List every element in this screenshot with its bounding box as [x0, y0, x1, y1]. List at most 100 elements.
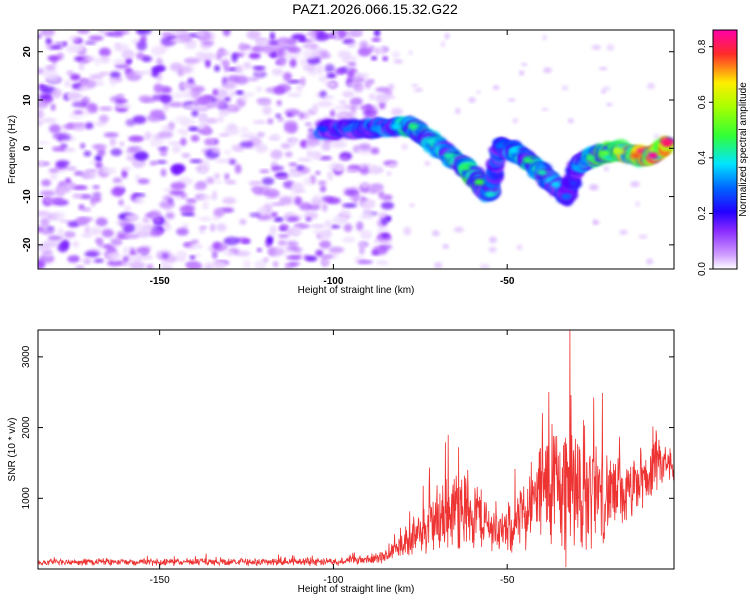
- spectrogram-noise-blob: [369, 183, 384, 192]
- spectrogram-noise-blob: [296, 165, 304, 171]
- spectrogram-noise-blob: [319, 185, 327, 193]
- spectrogram-noise-blob: [231, 144, 243, 152]
- spectrogram-noise-blob: [160, 86, 172, 94]
- spectrogram-noise-blob: [170, 38, 183, 43]
- spectrogram-noise-blob: [134, 195, 145, 205]
- spectrogram-noise-blob: [255, 68, 264, 76]
- spectrogram-signal-point: [495, 142, 506, 149]
- spectrogram-signal-point: [571, 164, 582, 171]
- spectrogram-noise-blob: [284, 265, 293, 269]
- spectrogram-noise-blob: [77, 30, 90, 34]
- spectrogram-noise-blob: [84, 251, 99, 258]
- spectrogram-noise-blob: [353, 82, 364, 93]
- spectrogram-noise-blob: [125, 118, 136, 127]
- spectrogram-noise-blob: [170, 182, 186, 190]
- spectrogram-noise-blob: [101, 167, 117, 175]
- spectrogram-noise-blob: [47, 55, 61, 62]
- spectrogram-noise-blob: [300, 77, 306, 87]
- spectrogram-noise-blob: [468, 97, 476, 103]
- spectrogram-noise-blob: [337, 111, 347, 120]
- spectrogram-noise-blob: [283, 120, 298, 130]
- spectrogram-noise-blob: [349, 100, 358, 105]
- spectrogram-noise-blob: [280, 250, 295, 256]
- spectrogram-signal-point: [342, 126, 353, 132]
- spectrogram-noise-blob: [234, 164, 242, 174]
- spectrogram-noise-blob: [342, 90, 355, 98]
- spectrogram-x-axis-label: Height of straight line (km): [298, 285, 415, 296]
- spectrogram-noise-blob: [161, 252, 169, 259]
- colorbar-tick-label: 0.0: [697, 262, 708, 276]
- spectrogram-noise-blob: [234, 64, 244, 74]
- snr-x-tick-label: -100: [323, 575, 343, 586]
- spectrogram-noise-blob: [128, 135, 145, 142]
- spectrogram-noise-blob: [41, 117, 57, 124]
- spectrogram-noise-blob: [319, 240, 331, 249]
- spectrogram-noise-blob: [593, 220, 601, 225]
- spectrogram-noise-blob: [328, 162, 344, 171]
- spectrogram-noise-blob: [315, 249, 324, 257]
- spectrogram-noise-blob: [315, 64, 324, 75]
- spectrogram-noise-blob: [189, 159, 203, 164]
- spectrogram-noise-blob: [507, 98, 516, 102]
- spectrogram-noise-blob: [271, 165, 285, 171]
- spectrogram-noise-blob: [542, 34, 548, 41]
- spectrogram-noise-blob: [40, 94, 52, 100]
- spectrogram-noise-blob: [58, 188, 65, 197]
- spectrogram-noise-blob: [215, 158, 229, 164]
- spectrogram-noise-blob: [373, 30, 381, 37]
- spectrogram-noise-blob: [127, 215, 139, 221]
- spectrogram-signal-point: [484, 191, 495, 198]
- spectrogram-noise-blob: [222, 30, 231, 37]
- spectrogram-noise-blob: [338, 100, 346, 105]
- spectrogram-noise-blob: [118, 104, 132, 109]
- spectrogram-noise-blob: [148, 210, 162, 220]
- spectrogram-noise-blob: [205, 118, 218, 124]
- spectrogram-noise-blob: [285, 50, 301, 60]
- spectrogram-y-axis-label: Frequency (Hz): [7, 115, 18, 184]
- spectrogram-noise-blob: [150, 109, 165, 118]
- spectrogram-noise-blob: [357, 47, 372, 57]
- spectrogram-noise-blob: [630, 181, 640, 188]
- snr-panel: -150 -100 -50 1000 2000 3000 Height of straig…: [7, 329, 675, 595]
- spectrogram-signal-point: [585, 154, 596, 161]
- spectrogram-noise-blob: [71, 240, 80, 248]
- spectrogram-signal-point: [523, 157, 533, 164]
- spectrogram-noise-blob: [180, 118, 196, 128]
- spectrogram-noise-blob: [359, 199, 376, 208]
- spectrogram-noise-blob: [69, 136, 77, 142]
- spectrogram-noise-blob: [240, 126, 249, 133]
- spectrogram-noise-blob: [489, 236, 497, 244]
- spectrogram-noise-blob: [319, 155, 332, 161]
- spectrogram-noise-blob: [330, 109, 336, 118]
- spectrogram-noise-blob: [158, 130, 174, 139]
- spectrogram-noise-blob: [39, 190, 56, 197]
- spectrogram-noise-blob: [224, 173, 230, 181]
- spectrogram-noise-blob: [114, 46, 122, 51]
- spectrogram-signal-point: [391, 123, 401, 130]
- spectrogram-noise-blob: [116, 93, 125, 99]
- spectrogram-noise-blob: [198, 195, 214, 200]
- spectrogram-noise-blob: [119, 221, 128, 228]
- spectrogram-noise-blob: [42, 241, 59, 248]
- spectrogram-noise-blob: [172, 92, 183, 99]
- colorbar-ticks: 0.0 0.2 0.4 0.6 0.8: [697, 39, 713, 276]
- spectrogram-noise-blob: [41, 229, 55, 235]
- spectrogram-noise-blob: [213, 242, 228, 252]
- spectrogram-noise-blob: [203, 52, 216, 61]
- spectrogram-noise-blob: [77, 85, 89, 92]
- spectrogram-noise-blob: [310, 224, 326, 229]
- spectrogram-noise-blob: [374, 47, 381, 55]
- spectrogram-noise-blob: [312, 103, 319, 113]
- spectrogram-noise-blob: [180, 65, 192, 74]
- spectrogram-noise-blob: [123, 205, 132, 213]
- spectrogram-noise-blob: [315, 92, 321, 98]
- spectrogram-noise-blob: [360, 104, 375, 111]
- spectrogram-noise-blob: [177, 128, 187, 134]
- spectrogram-noise-blob: [122, 255, 130, 262]
- snr-x-tick-label: -50: [500, 575, 515, 586]
- spectrogram-noise-blob: [62, 41, 68, 47]
- spectrogram-noise-blob: [330, 224, 341, 229]
- spectrogram-noise-blob: [81, 232, 93, 238]
- spectrogram-noise-blob: [83, 150, 92, 157]
- spectrogram-x-tick-label: -150: [150, 276, 170, 287]
